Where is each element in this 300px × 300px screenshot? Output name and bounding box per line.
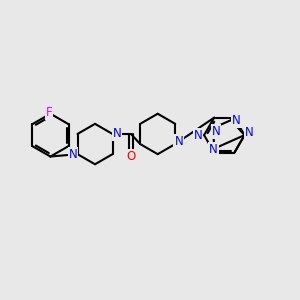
Text: N: N (69, 148, 77, 161)
Text: N: N (209, 142, 218, 156)
Text: N: N (212, 125, 220, 138)
Text: N: N (232, 114, 241, 127)
Text: N: N (244, 126, 253, 139)
Text: F: F (46, 106, 52, 119)
Text: N: N (194, 129, 203, 142)
Text: N: N (112, 128, 122, 140)
Text: N: N (174, 135, 183, 148)
Text: O: O (126, 150, 136, 163)
